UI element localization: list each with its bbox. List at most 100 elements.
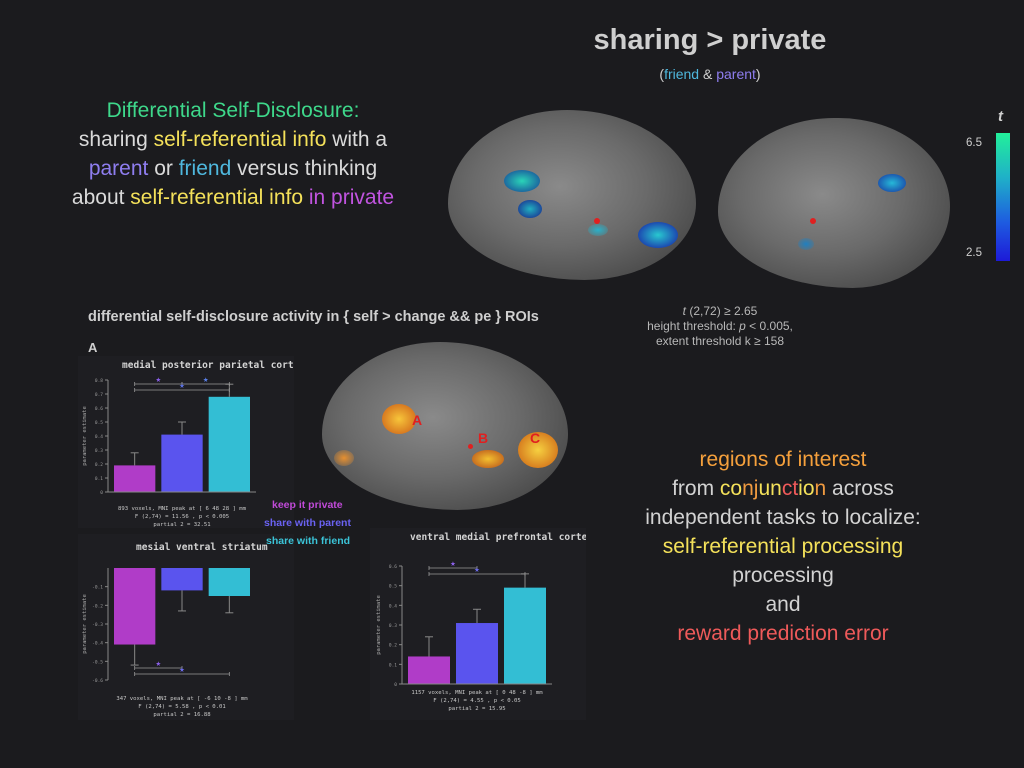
chart-stats: partial 2 = 15.95 (448, 706, 505, 712)
roi-line-5: processing (732, 564, 834, 587)
chart-stats: 347 voxels, MNI peak at [ -6 10 -8 ] mm (116, 696, 248, 702)
significance-star: ★ (474, 565, 480, 575)
bar (114, 465, 156, 492)
threshold-height: height threshold: (647, 319, 740, 333)
roi-line-2: from conjunction across (618, 474, 948, 503)
significance-star: ★ (179, 665, 185, 675)
description-line-1: sharing self-referential info with a (28, 125, 438, 154)
colorbar-label: t (998, 108, 1003, 125)
significance-star: ★ (156, 659, 162, 669)
roi-label-c: C (530, 430, 541, 446)
roi-conj: n (814, 477, 827, 500)
roi-conj: ct (781, 477, 799, 500)
threshold-text: t (2,72) ≥ 2.65 height threshold: p < 0.… (610, 304, 830, 349)
y-tick-label: 0.2 (389, 643, 397, 649)
desc-highlight: self-referential info (130, 186, 304, 209)
y-axis-label: parameter estimate (82, 594, 88, 654)
bar (161, 568, 203, 591)
bar (208, 396, 250, 492)
bar (114, 568, 156, 645)
threshold-p: p (739, 319, 746, 333)
significance-star: ★ (203, 375, 209, 385)
chart-stats: F (2,74) = 4.55 , p < 0.05 (433, 698, 521, 704)
roi-label-b: B (478, 430, 489, 446)
y-tick-label: 0.8 (95, 378, 103, 384)
colorbar-min: 2.5 (966, 247, 982, 259)
y-tick-label: 0.6 (389, 564, 397, 570)
roi-line-3: independent tasks to localize: (645, 506, 921, 529)
roi-blob (472, 450, 504, 468)
figure-title: differential self-disclosure activity in… (88, 309, 539, 325)
y-tick-label: -0.6 (92, 678, 103, 684)
activation-blob (504, 170, 540, 192)
page-subtitle: (friend & parent) (540, 66, 880, 82)
significance-star: ★ (156, 375, 162, 385)
bar (161, 434, 203, 492)
chart-panel-c: ventral medial prefrontal cortex 0 0.1 0.2 0… (370, 528, 586, 720)
y-tick-label: 0.7 (95, 392, 103, 398)
roi-label-a: A (412, 412, 423, 428)
activation-blob (638, 222, 678, 248)
subtitle-friend: friend (664, 66, 700, 82)
roi-conj: co (719, 477, 743, 500)
significance-star: ★ (450, 559, 456, 569)
roi-text: across (826, 477, 894, 500)
roi-conj: io (798, 477, 815, 500)
y-tick-label: 0.3 (95, 448, 103, 454)
brain-lateral-image (448, 110, 696, 280)
desc-highlight: self-referential info (153, 128, 327, 151)
roi-conj: nj (742, 477, 759, 500)
y-tick-label: 0.5 (389, 584, 397, 590)
y-tick-label: 0.4 (95, 434, 103, 440)
legend-friend: share with friend (266, 535, 351, 547)
y-tick-label: 0.4 (389, 603, 397, 609)
chart-stats: partial 2 = 32.51 (153, 522, 210, 528)
threshold-height-value: < 0.005, (745, 319, 793, 333)
chart-stats: 1157 voxels, MNI peak at [ 0 48 -8 ] mm (411, 690, 543, 696)
description-heading: Differential Self-Disclosure: (106, 99, 360, 122)
page-title: sharing > private (593, 24, 827, 56)
colorbar (996, 133, 1010, 261)
legend-private: keep it private (272, 499, 343, 511)
chart-stats: partial 2 = 16.88 (153, 712, 211, 718)
roi-line-4: self-referential processing (662, 535, 904, 558)
y-tick-label: 0.1 (95, 476, 103, 482)
bar (208, 568, 250, 596)
y-tick-label: 0.5 (95, 420, 103, 426)
activation-blob (878, 174, 906, 192)
activation-blob (798, 238, 814, 250)
activation-blob (588, 224, 608, 236)
colorbar-max: 6.5 (966, 137, 982, 149)
chart-title: medial posterior parietal cortex (122, 360, 294, 371)
subtitle-open: ( (659, 66, 665, 82)
y-tick-label: -0.1 (92, 585, 103, 591)
chart-panel-b: mesial ventral striatum -0.6 -0.5 -0.4 -0.3 -… (78, 534, 294, 720)
desc-text: with a (326, 128, 388, 151)
desc-text: versus thinking (231, 157, 378, 180)
y-tick-label: 0.6 (95, 406, 103, 412)
subtitle-amp: & (699, 66, 717, 82)
threshold-line-2: height threshold: p < 0.005, (610, 319, 830, 334)
y-tick-label: 0.2 (95, 462, 103, 468)
desc-parent: parent (88, 157, 149, 180)
y-axis-label: parameter estimate (82, 406, 88, 466)
peak-marker (810, 218, 816, 224)
roi-text: from (672, 477, 720, 500)
bar (456, 623, 498, 684)
panel-label-a: A (88, 340, 98, 355)
threshold-var: t (682, 304, 687, 318)
y-tick-label: -0.2 (92, 603, 103, 609)
brain-roi-image: A B C (322, 342, 568, 510)
roi-blob (334, 450, 354, 466)
roi-blob (518, 432, 558, 468)
roi-description: regions of interest from conjunction acr… (618, 445, 948, 648)
y-tick-label: 0 (394, 682, 397, 688)
chart-title: mesial ventral striatum (136, 542, 268, 553)
y-tick-label: -0.4 (92, 641, 103, 647)
desc-text: about (71, 186, 131, 209)
bar (408, 656, 450, 684)
chart-panel-a: medial posterior parietal cortex 0 0.1 0.2 0… (78, 356, 294, 528)
threshold-line-1: t (2,72) ≥ 2.65 (610, 304, 830, 319)
significance-star: ★ (179, 381, 185, 391)
peak-marker (594, 218, 600, 224)
